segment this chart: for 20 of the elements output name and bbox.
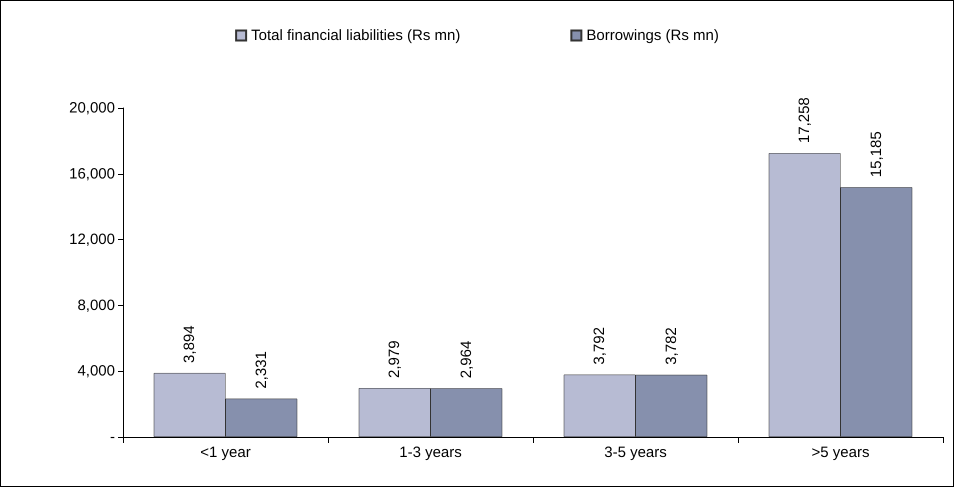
y-tick-label: 20,000 [69, 100, 115, 116]
y-tick-label: - [110, 428, 115, 446]
data-label: 3,792 [591, 327, 608, 365]
data-label: 2,979 [386, 340, 404, 378]
legend-label: Borrowings (Rs mn) [586, 27, 719, 44]
data-label: 3,894 [181, 325, 198, 363]
data-label: 15,185 [868, 131, 885, 178]
x-tick-label: <1 year [200, 444, 251, 461]
data-label: 3,782 [662, 327, 680, 365]
y-tick-label: 8,000 [77, 296, 115, 314]
legend-label: Total financial liabilities (Rs mn) [251, 27, 460, 44]
x-tick-label: 1-3 years [399, 444, 462, 461]
y-tick-label: 12,000 [69, 231, 115, 248]
data-label: 17,258 [796, 97, 814, 144]
y-tick-label: 4,000 [77, 362, 115, 380]
data-label: 2,331 [252, 351, 270, 389]
data-label: 2,964 [458, 340, 475, 378]
y-tick-label: 16,000 [69, 165, 115, 182]
x-tick-label: 3-5 years [604, 444, 667, 461]
x-tick-label: >5 years [812, 444, 870, 461]
